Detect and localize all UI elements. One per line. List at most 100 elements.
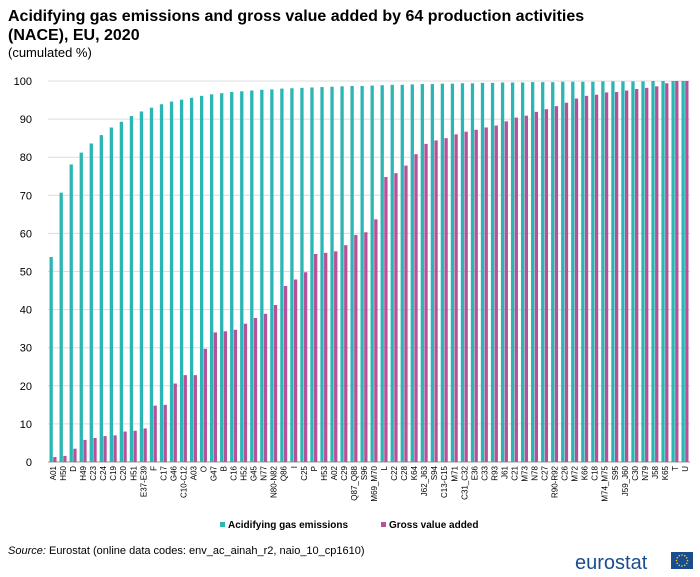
bar-acidifying-gas-emissions	[159, 104, 164, 462]
bar-acidifying-gas-emissions	[581, 81, 585, 463]
y-tick-label: 20	[20, 381, 32, 393]
bar-acidifying-gas-emissions	[450, 83, 455, 463]
bar-gross-value-added	[384, 177, 388, 462]
x-tick-label: J62_J63	[420, 465, 429, 496]
bar-gross-value-added	[354, 234, 358, 462]
bars	[49, 81, 689, 463]
legend-swatch	[381, 522, 386, 527]
bar-gross-value-added	[534, 111, 539, 463]
bar-gross-value-added	[293, 279, 298, 462]
x-tick-label: B	[220, 466, 229, 471]
x-tick-label: J59_J60	[621, 465, 630, 496]
bar-acidifying-gas-emissions	[510, 82, 515, 463]
x-tick-label: C20	[119, 465, 128, 480]
x-tick-label: G45	[250, 465, 259, 481]
bar-gross-value-added	[655, 86, 659, 463]
y-tick-label: 60	[20, 228, 32, 240]
bar-gross-value-added	[103, 436, 107, 462]
bar-acidifying-gas-emissions	[139, 111, 144, 462]
bar-acidifying-gas-emissions	[561, 81, 565, 463]
bar-gross-value-added	[203, 348, 207, 462]
x-tick-label: O	[199, 466, 208, 472]
legend: Acidifying gas emissions Gross value adde…	[220, 520, 478, 531]
bar-acidifying-gas-emissions	[681, 81, 685, 462]
x-tick-label: C26	[561, 465, 570, 480]
x-tick-label: M73	[520, 465, 529, 481]
x-tick-label: A02	[330, 465, 339, 480]
bar-acidifying-gas-emissions	[661, 81, 665, 462]
x-tick-label: K66	[581, 465, 590, 480]
bar-gross-value-added	[685, 81, 689, 462]
eu-star	[675, 559, 678, 562]
bar-gross-value-added	[193, 375, 197, 462]
bar-gross-value-added	[53, 457, 57, 462]
bar-gross-value-added	[594, 94, 599, 462]
bar-gross-value-added	[424, 143, 428, 463]
bar-gross-value-added	[514, 117, 518, 463]
x-tick-label: H49	[79, 465, 88, 480]
bar-gross-value-added	[394, 173, 398, 462]
eu-star	[683, 564, 686, 567]
x-tick-label: C23	[89, 465, 98, 480]
bar-gross-value-added	[153, 405, 157, 462]
bar-gross-value-added	[494, 125, 498, 463]
bar-acidifying-gas-emissions	[410, 84, 414, 462]
y-tick-label: 30	[20, 343, 32, 355]
bar-acidifying-gas-emissions	[59, 192, 63, 462]
bar-gross-value-added	[133, 430, 137, 462]
eurostat-logo-text: eurostat	[575, 552, 648, 574]
bar-acidifying-gas-emissions	[340, 86, 344, 463]
bar-gross-value-added	[624, 90, 629, 463]
eu-star	[676, 556, 679, 559]
bar-acidifying-gas-emissions	[440, 83, 445, 463]
bar-gross-value-added	[233, 329, 238, 462]
x-tick-label: S95	[611, 465, 620, 480]
x-tick-label: A03	[189, 465, 198, 480]
x-tick-label: F	[149, 466, 158, 471]
x-tick-label: H52	[240, 465, 249, 480]
x-tick-label: P	[310, 466, 319, 471]
bar-gross-value-added	[574, 98, 579, 462]
source-label: Source:	[8, 545, 46, 557]
bar-acidifying-gas-emissions	[49, 257, 53, 462]
x-tick-label: C13-C15	[440, 465, 449, 498]
bar-gross-value-added	[183, 375, 187, 462]
eu-star	[686, 559, 689, 562]
x-tick-label: C10-C12	[179, 465, 188, 498]
bar-acidifying-gas-emissions	[250, 90, 254, 463]
bar-acidifying-gas-emissions	[109, 127, 114, 463]
bar-acidifying-gas-emissions	[641, 81, 645, 463]
bar-acidifying-gas-emissions	[551, 82, 555, 462]
eu-star	[685, 556, 688, 559]
bar-acidifying-gas-emissions	[89, 143, 93, 462]
bar-acidifying-gas-emissions	[79, 152, 83, 463]
bar-gross-value-added	[283, 285, 288, 462]
bar-acidifying-gas-emissions	[270, 89, 274, 462]
x-tick-label: M71	[450, 465, 459, 481]
legend-label: Gross value added	[389, 520, 478, 531]
bar-gross-value-added	[73, 448, 77, 462]
x-tick-label: M74_M75	[601, 465, 610, 501]
eu-flag-icon	[671, 552, 693, 569]
bar-gross-value-added	[223, 331, 228, 462]
bar-acidifying-gas-emissions	[470, 83, 475, 462]
bar-gross-value-added	[143, 428, 147, 462]
eu-star	[676, 562, 679, 565]
x-tick-label: C30	[631, 465, 640, 480]
y-tick-label: 100	[14, 76, 32, 88]
x-tick-label: J61	[500, 465, 509, 478]
bar-acidifying-gas-emissions	[280, 88, 284, 463]
x-tick-label: N78	[531, 465, 540, 480]
bar-acidifying-gas-emissions	[69, 164, 73, 462]
bar-gross-value-added	[665, 83, 669, 462]
bar-gross-value-added	[504, 121, 508, 463]
x-axis-ticks: A01 H50 D H49 C23 C24 C19 C20 H51 E37-E39 F C17 G46 C…	[49, 465, 690, 501]
bar-gross-value-added	[614, 92, 619, 462]
y-tick-label: 50	[20, 267, 32, 279]
bar-acidifying-gas-emissions	[671, 81, 675, 462]
bar-gross-value-added	[544, 109, 549, 462]
bar-acidifying-gas-emissions	[651, 81, 655, 462]
bar-gross-value-added	[334, 251, 338, 462]
x-tick-label: C29	[340, 465, 349, 480]
y-tick-label: 40	[20, 305, 32, 317]
